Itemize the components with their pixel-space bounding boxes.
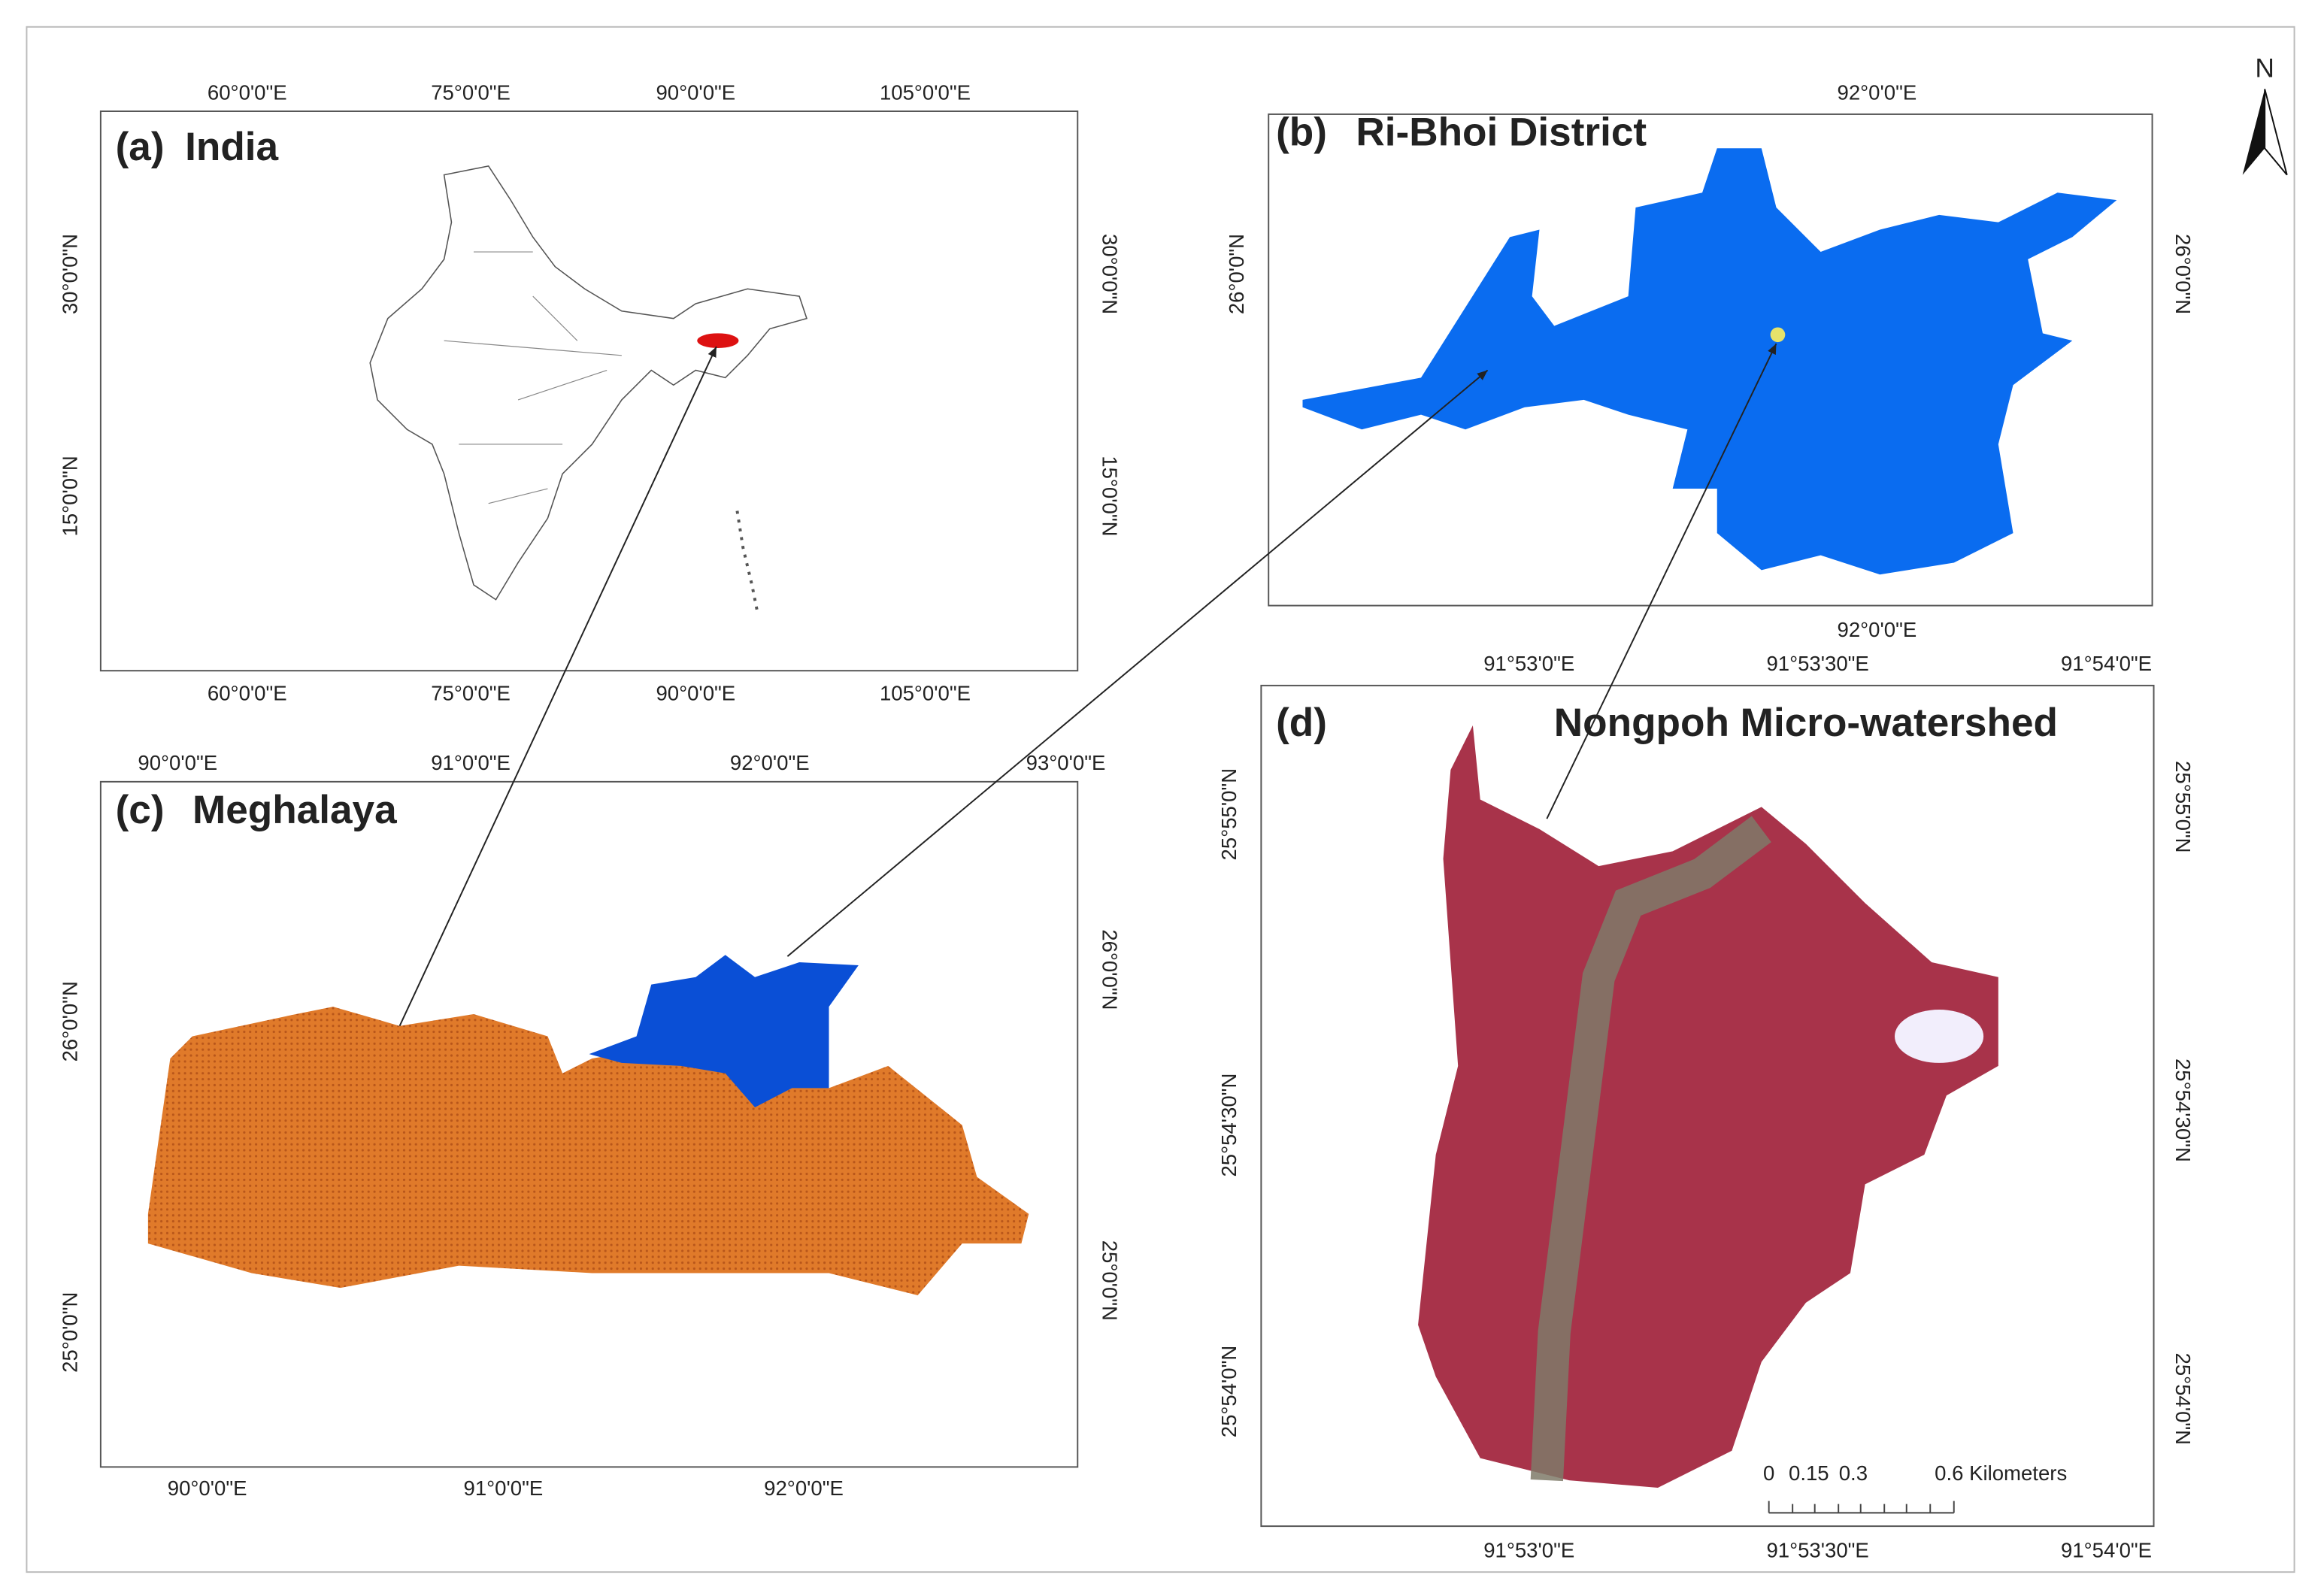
longitude-label: 91°53'30"E (1766, 1538, 1868, 1561)
longitude-label: 105°0'0"E (880, 682, 971, 705)
longitude-label: 93°0'0"E (1026, 751, 1106, 774)
connector-arrow (786, 369, 1489, 957)
connector-arrow (398, 346, 717, 1027)
longitude-label: 91°53'0"E (1483, 652, 1574, 675)
latitude-label: 25°55'0"N (1217, 768, 1241, 861)
longitude-label: 91°53'30"E (1766, 652, 1868, 675)
latitude-label: 26°0'0"N (58, 981, 81, 1061)
latitude-label: 25°54'30"N (1217, 1074, 1241, 1177)
longitude-label: 90°0'0"E (656, 80, 735, 104)
longitude-label: 90°0'0"E (168, 1476, 247, 1500)
longitude-label: 75°0'0"E (431, 682, 511, 705)
latitude-label: 25°55'0"N (2171, 761, 2195, 853)
latitude-label: 15°0'0"N (58, 456, 81, 536)
valley (1530, 816, 1771, 1482)
panel-title: India (185, 125, 278, 169)
india-outline (369, 165, 808, 601)
panel-frame (1268, 113, 2153, 607)
latitude-label: 25°54'0"N (2171, 1353, 2195, 1446)
longitude-label: 105°0'0"E (880, 80, 971, 104)
latitude-label: 25°0'0"N (1098, 1240, 1122, 1321)
scale-label: 0 (1763, 1461, 1774, 1485)
watershed-location (1770, 327, 1786, 343)
meghalaya-highlight (697, 333, 739, 348)
latitude-label: 26°0'0"N (1225, 234, 1248, 314)
latitude-label: 30°0'0"N (1098, 234, 1122, 314)
panel-label: (c) (116, 788, 165, 832)
longitude-label: 92°0'0"E (730, 751, 810, 774)
ri-bhoi-in-meghalaya (589, 955, 859, 1107)
ri-bhoi-district (1302, 148, 2117, 575)
outer-border (26, 26, 2295, 1573)
latitude-label: 15°0'0"N (1098, 456, 1122, 536)
panel-frame (99, 111, 1079, 672)
panel-label: (a) (116, 125, 165, 169)
latitude-label: 26°0'0"N (2171, 234, 2195, 314)
longitude-label: 60°0'0"E (208, 682, 287, 705)
longitude-label: 91°54'0"E (2061, 652, 2152, 675)
longitude-label: 91°0'0"E (464, 1476, 544, 1500)
latitude-label: 25°0'0"N (58, 1292, 81, 1373)
longitude-label: 91°0'0"E (431, 751, 511, 774)
islands (735, 510, 759, 615)
panel-title: Meghalaya (192, 788, 397, 832)
longitude-label: 75°0'0"E (431, 80, 511, 104)
scale-label: 0.6 Kilometers (1935, 1461, 2067, 1485)
connector-arrow (1546, 343, 1777, 819)
panel-title: Ri-Bhoi District (1356, 110, 1647, 154)
latitude-label: 25°54'30"N (2171, 1058, 2195, 1162)
longitude-label: 92°0'0"E (1838, 618, 1917, 641)
latitude-label: 26°0'0"N (1098, 929, 1122, 1010)
scale-label: 0.15 (1789, 1461, 1829, 1485)
latitude-label: 25°54'0"N (1217, 1346, 1241, 1438)
state-borders (444, 251, 622, 504)
meghalaya (147, 1007, 1029, 1295)
panel-frame (99, 780, 1079, 1468)
north-arrow (2264, 89, 2288, 176)
longitude-label: 91°54'0"E (2061, 1538, 2152, 1561)
panel-title: Nongpoh Micro-watershed (1554, 701, 2058, 745)
scale-bar (1768, 1501, 1955, 1514)
longitude-label: 60°0'0"E (208, 80, 287, 104)
longitude-label: 90°0'0"E (138, 751, 217, 774)
watershed-image (1418, 725, 1998, 1488)
latitude-label: 30°0'0"N (58, 234, 81, 314)
panel-label: (b) (1276, 110, 1327, 154)
longitude-label: 90°0'0"E (656, 682, 735, 705)
cloud (1895, 1010, 1984, 1063)
panel-label: (d) (1276, 701, 1327, 745)
longitude-label: 92°0'0"E (1838, 80, 1917, 104)
longitude-label: 92°0'0"E (764, 1476, 844, 1500)
longitude-label: 91°53'0"E (1483, 1538, 1574, 1561)
north-label: N (2255, 53, 2274, 83)
scale-label: 0.3 (1839, 1461, 1868, 1485)
north-arrow (2242, 89, 2265, 175)
panel-frame (1260, 684, 2155, 1528)
